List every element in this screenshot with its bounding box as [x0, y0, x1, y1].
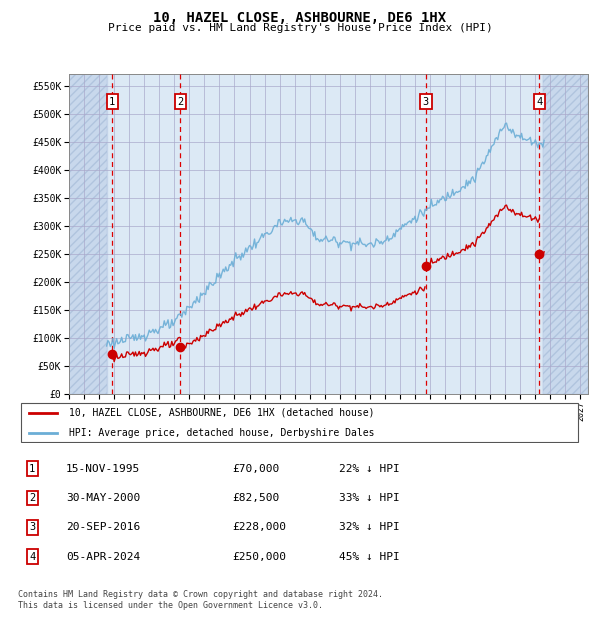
- Text: £228,000: £228,000: [232, 522, 286, 533]
- Text: 2: 2: [29, 493, 35, 503]
- Text: HPI: Average price, detached house, Derbyshire Dales: HPI: Average price, detached house, Derb…: [69, 428, 374, 438]
- Text: 32% ↓ HPI: 32% ↓ HPI: [340, 522, 400, 533]
- Text: £250,000: £250,000: [232, 552, 286, 562]
- Text: 45% ↓ HPI: 45% ↓ HPI: [340, 552, 400, 562]
- Text: 20-SEP-2016: 20-SEP-2016: [66, 522, 140, 533]
- Text: 1: 1: [109, 97, 115, 107]
- Text: 4: 4: [536, 97, 542, 107]
- Text: 10, HAZEL CLOSE, ASHBOURNE, DE6 1HX: 10, HAZEL CLOSE, ASHBOURNE, DE6 1HX: [154, 11, 446, 25]
- Text: Price paid vs. HM Land Registry's House Price Index (HPI): Price paid vs. HM Land Registry's House …: [107, 23, 493, 33]
- Text: 30-MAY-2000: 30-MAY-2000: [66, 493, 140, 503]
- Text: £82,500: £82,500: [232, 493, 280, 503]
- Text: 33% ↓ HPI: 33% ↓ HPI: [340, 493, 400, 503]
- Text: 1: 1: [29, 464, 35, 474]
- Text: 05-APR-2024: 05-APR-2024: [66, 552, 140, 562]
- Text: Contains HM Land Registry data © Crown copyright and database right 2024.
This d: Contains HM Land Registry data © Crown c…: [18, 590, 383, 609]
- Text: 3: 3: [29, 522, 35, 533]
- Text: 22% ↓ HPI: 22% ↓ HPI: [340, 464, 400, 474]
- Text: £70,000: £70,000: [232, 464, 280, 474]
- Text: 4: 4: [29, 552, 35, 562]
- Text: 10, HAZEL CLOSE, ASHBOURNE, DE6 1HX (detached house): 10, HAZEL CLOSE, ASHBOURNE, DE6 1HX (det…: [69, 408, 374, 418]
- FancyBboxPatch shape: [21, 403, 578, 441]
- Text: 2: 2: [178, 97, 184, 107]
- Text: 3: 3: [423, 97, 429, 107]
- Text: 15-NOV-1995: 15-NOV-1995: [66, 464, 140, 474]
